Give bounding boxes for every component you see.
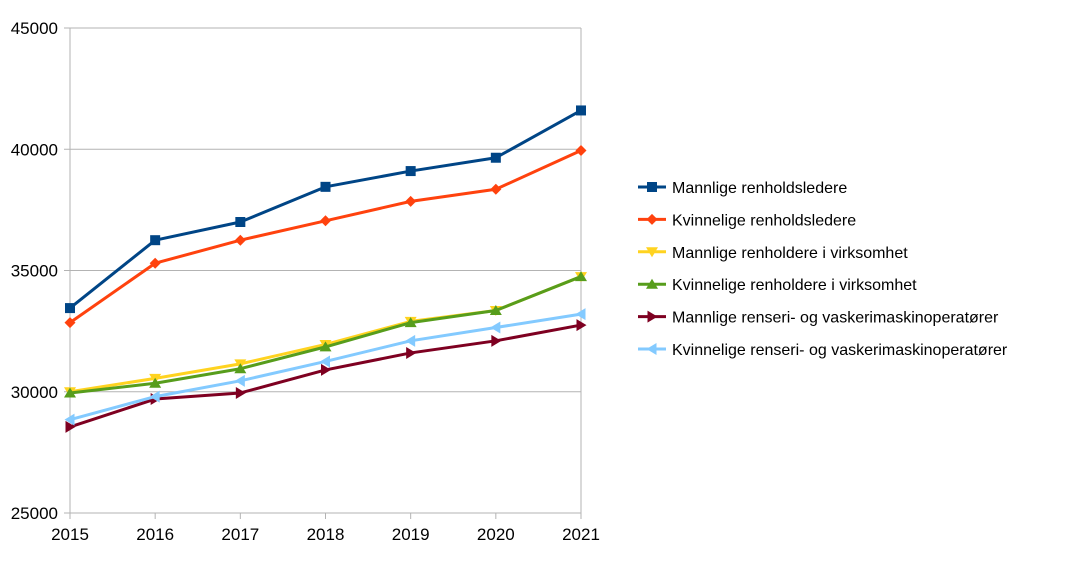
data-point bbox=[319, 341, 332, 352]
data-point bbox=[150, 235, 161, 246]
data-point bbox=[235, 386, 246, 399]
legend-label: Mannlige renholdere i virksomhet bbox=[672, 245, 908, 262]
y-tick-label: 25000 bbox=[11, 504, 58, 523]
legend-item: Kvinnelige renseri- og vaskerimaskinoper… bbox=[638, 342, 1008, 359]
y-tick-label: 35000 bbox=[11, 262, 58, 281]
x-axis-tick-labels: 2015 2016 2017 2018 2019 2020 2021 bbox=[51, 525, 600, 544]
data-point bbox=[490, 183, 502, 195]
data-point bbox=[575, 144, 587, 156]
axes bbox=[64, 27, 582, 519]
plot-series bbox=[64, 105, 587, 433]
data-point bbox=[65, 303, 75, 314]
data-point bbox=[234, 374, 245, 387]
data-point bbox=[491, 334, 502, 347]
data-point bbox=[405, 334, 416, 347]
y-axis-tick-labels: 25000 30000 35000 40000 45000 bbox=[11, 19, 58, 523]
legend-item: Kvinnelige renholdsledere bbox=[638, 212, 856, 229]
data-point bbox=[405, 166, 416, 177]
legend-label: Kvinnelige renholdsledere bbox=[672, 212, 856, 229]
y-tick-label: 30000 bbox=[11, 383, 58, 402]
legend-label: Mannlige renseri- og vaskerimaskinoperat… bbox=[672, 310, 999, 327]
x-tick-label: 2015 bbox=[51, 525, 89, 544]
data-point bbox=[575, 308, 586, 321]
data-point bbox=[234, 234, 246, 246]
series-line bbox=[68, 275, 583, 395]
data-point bbox=[235, 217, 246, 227]
data-point bbox=[320, 355, 330, 368]
data-point bbox=[64, 387, 76, 398]
data-point bbox=[489, 305, 502, 316]
series-line bbox=[68, 275, 583, 394]
legend-marker bbox=[647, 310, 658, 323]
series-5 bbox=[64, 308, 586, 426]
x-tick-label: 2018 bbox=[307, 525, 345, 544]
legend-item: Mannlige renholdsledere bbox=[638, 180, 847, 197]
data-point bbox=[149, 257, 161, 269]
series-0 bbox=[65, 105, 586, 314]
legend-item: Mannlige renseri- og vaskerimaskinoperat… bbox=[638, 310, 999, 327]
x-tick-label: 2020 bbox=[477, 525, 515, 544]
series-4 bbox=[65, 319, 587, 433]
series-line bbox=[68, 148, 583, 325]
data-point bbox=[576, 105, 586, 116]
series-3 bbox=[64, 271, 587, 398]
series-1 bbox=[64, 144, 587, 329]
data-point bbox=[149, 390, 160, 403]
legend-marker bbox=[646, 213, 658, 225]
legend-marker bbox=[647, 182, 657, 192]
x-tick-label: 2017 bbox=[221, 525, 259, 544]
data-point bbox=[64, 413, 75, 426]
data-point bbox=[404, 317, 417, 328]
data-point bbox=[320, 181, 331, 192]
data-point bbox=[490, 321, 501, 334]
legend-marker bbox=[646, 247, 658, 258]
data-point bbox=[405, 195, 417, 207]
x-tick-label: 2021 bbox=[562, 525, 600, 544]
legend-label: Kvinnelige renholdere i virksomhet bbox=[672, 277, 917, 294]
data-point bbox=[149, 377, 162, 388]
series-2 bbox=[64, 272, 587, 398]
series-line bbox=[68, 108, 583, 310]
data-point bbox=[320, 215, 331, 227]
data-point bbox=[576, 319, 587, 332]
data-point bbox=[406, 346, 417, 359]
x-tick-label: 2019 bbox=[392, 525, 430, 544]
data-point bbox=[65, 420, 76, 433]
data-point bbox=[490, 152, 501, 163]
legend: Mannlige renholdsledere Kvinnelige renhol… bbox=[638, 180, 1008, 359]
legend-item: Kvinnelige renholdere i virksomhet bbox=[638, 277, 917, 294]
data-point bbox=[575, 271, 587, 282]
legend-label: Mannlige renholdsledere bbox=[672, 180, 847, 197]
data-point bbox=[321, 363, 331, 376]
data-point bbox=[64, 317, 76, 329]
legend-label: Kvinnelige renseri- og vaskerimaskinoper… bbox=[672, 342, 1008, 359]
y-tick-label: 40000 bbox=[11, 140, 58, 159]
y-tick-label: 45000 bbox=[11, 19, 58, 38]
x-tick-label: 2016 bbox=[136, 525, 174, 544]
legend-marker bbox=[646, 343, 657, 355]
legend-marker bbox=[646, 278, 658, 289]
legend-item: Mannlige renholdere i virksomhet bbox=[638, 245, 908, 262]
data-point bbox=[234, 363, 247, 374]
